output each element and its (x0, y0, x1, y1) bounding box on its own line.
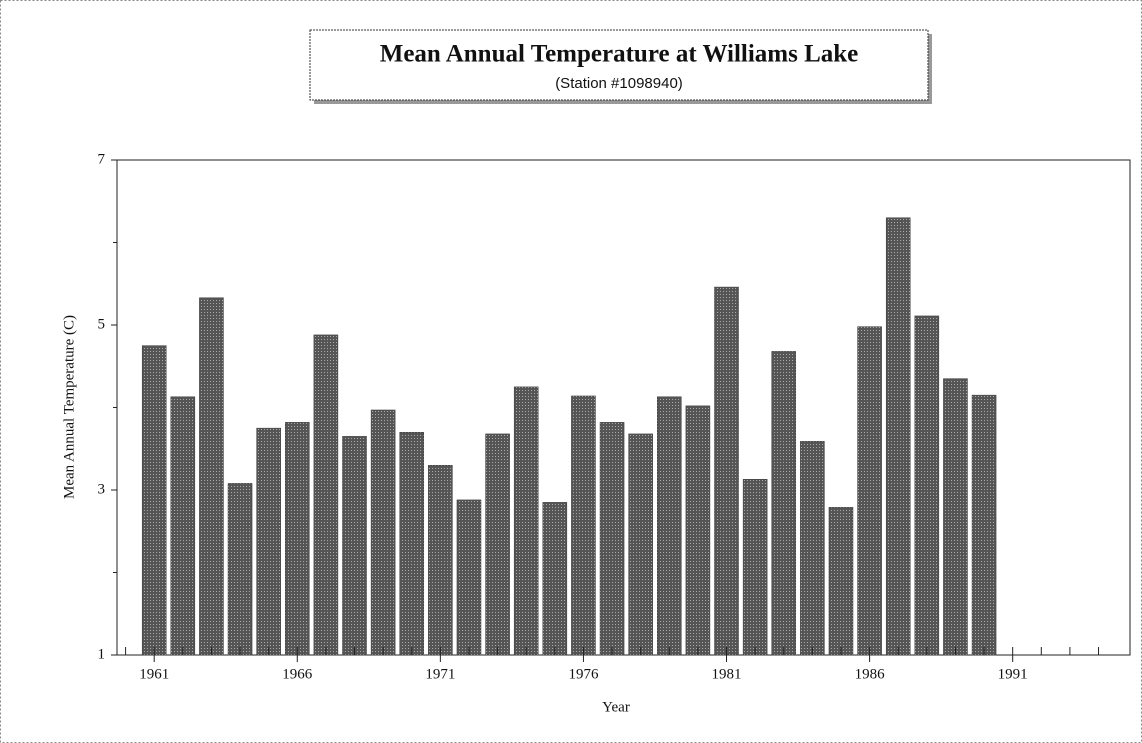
bar (857, 326, 882, 656)
x-tick-label: 1986 (855, 666, 886, 682)
x-tick-label: 1976 (568, 666, 599, 682)
bar (227, 483, 253, 656)
bar (456, 499, 482, 656)
bar (141, 345, 167, 656)
bar (428, 465, 453, 656)
bar (513, 386, 539, 656)
bar (628, 433, 653, 656)
chart-title: Mean Annual Temperature at Williams Lake (380, 41, 859, 68)
bar (485, 433, 510, 656)
y-tick-label: 7 (98, 151, 106, 167)
x-tick-label: 1971 (425, 666, 455, 682)
bar (256, 427, 281, 656)
bar (599, 422, 625, 656)
bar (370, 409, 396, 656)
bar (714, 286, 739, 656)
bar (685, 405, 711, 656)
bar (885, 217, 911, 656)
x-tick-label: 1966 (282, 666, 313, 682)
x-tick-label: 1961 (139, 666, 169, 682)
bar (742, 479, 768, 656)
bar (914, 315, 940, 656)
bar (800, 441, 825, 656)
bar (542, 502, 568, 656)
x-tick-label: 1991 (998, 666, 1028, 682)
bar (313, 334, 339, 656)
bar (571, 395, 596, 656)
title-box (309, 29, 929, 101)
bar (285, 422, 310, 656)
bar (399, 432, 425, 656)
bar (771, 351, 797, 656)
bar (342, 436, 367, 656)
y-tick-label: 3 (98, 481, 106, 497)
bar (199, 297, 224, 656)
bar (971, 394, 997, 656)
bar (943, 378, 968, 656)
y-tick-label: 1 (98, 646, 106, 662)
bar (170, 396, 196, 656)
y-axis-label: Mean Annual Temperature (C) (61, 315, 77, 499)
x-axis-label: Year (602, 699, 630, 715)
bar (828, 507, 854, 656)
bar (657, 396, 682, 656)
y-tick-label: 5 (98, 316, 106, 332)
chart-subtitle: (Station #1098940) (555, 75, 683, 92)
x-tick-label: 1981 (712, 666, 742, 682)
